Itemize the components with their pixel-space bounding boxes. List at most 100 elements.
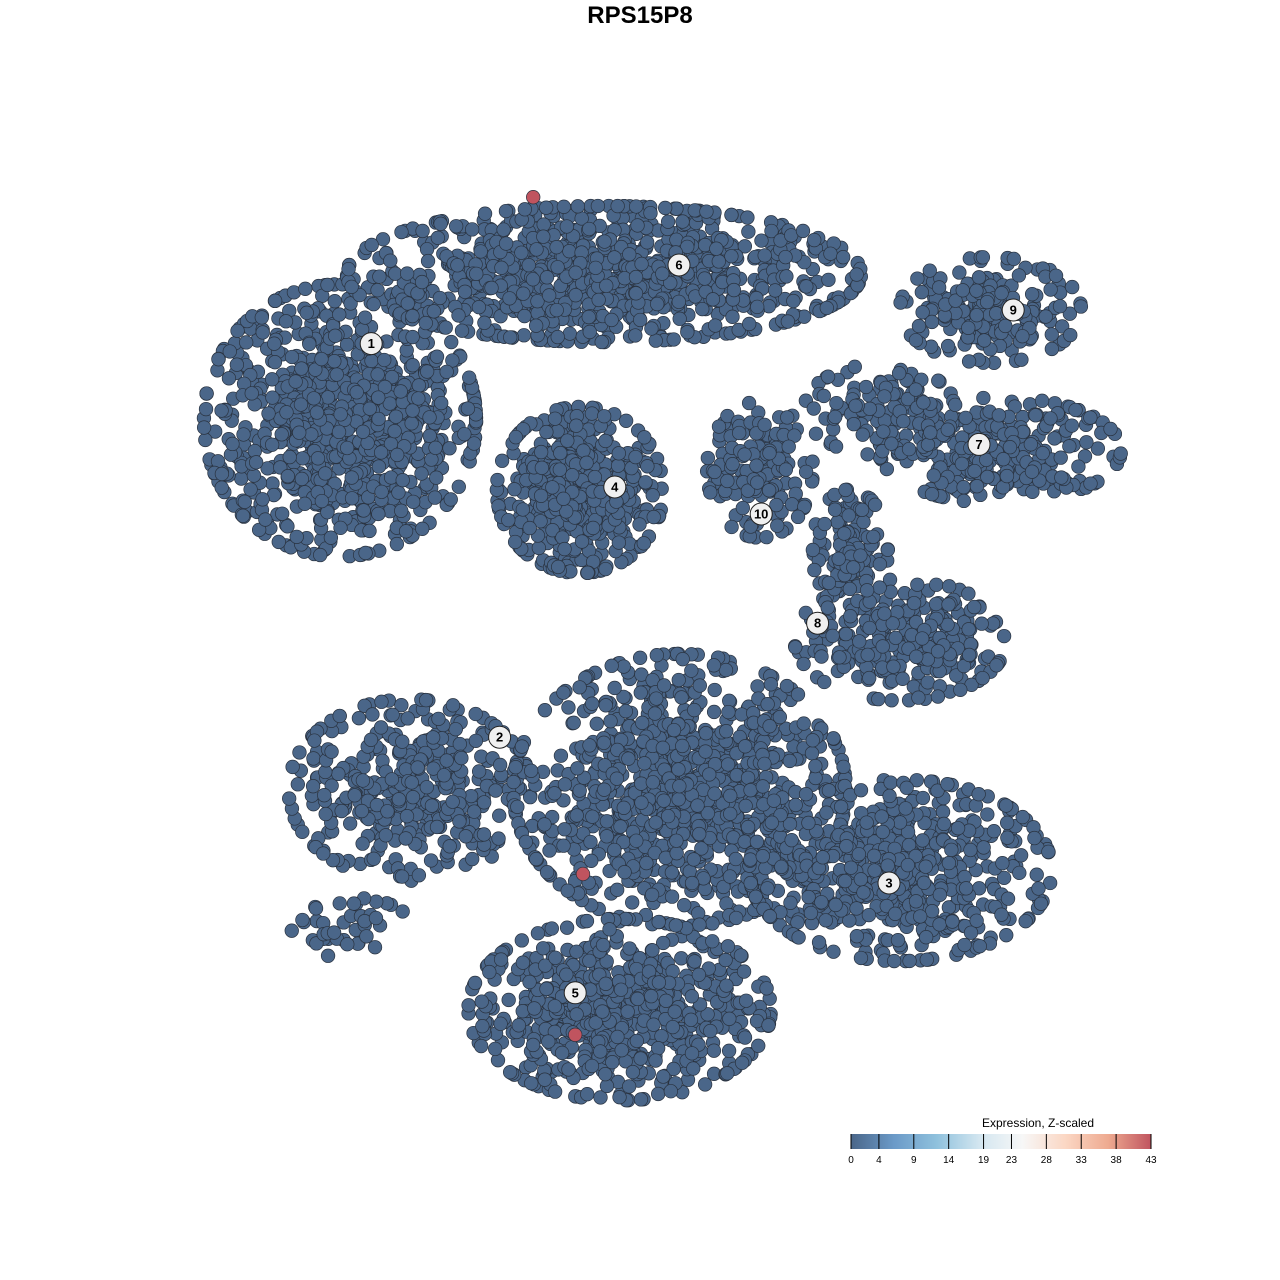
cell-point [414, 274, 430, 290]
cell-point [823, 246, 838, 261]
cell-point [591, 292, 606, 308]
cell-point [282, 791, 297, 806]
cell-point [365, 707, 380, 722]
cell-point [940, 422, 955, 437]
cell-point [799, 279, 814, 294]
cell-point [1048, 268, 1064, 283]
cell-point [445, 353, 460, 368]
cell-point [778, 462, 794, 477]
cell-point [292, 425, 307, 440]
cell-point [305, 779, 321, 794]
cell-point [1011, 268, 1027, 283]
cell-point [780, 410, 795, 425]
cell-point [501, 512, 516, 528]
cell-point [429, 470, 444, 485]
cell-point [656, 793, 671, 808]
cell-point [434, 395, 449, 411]
cell-point [597, 782, 612, 797]
cell-point [430, 230, 446, 245]
cell-point [998, 318, 1013, 334]
cell-point [820, 369, 836, 384]
cell-point [581, 221, 597, 237]
cell-point [798, 786, 814, 802]
cell-point [672, 311, 687, 326]
cell-point [357, 310, 373, 325]
cell-point [1052, 299, 1068, 314]
cell-point [362, 523, 377, 539]
cell-point [279, 405, 294, 420]
cell-point [660, 808, 676, 824]
cell-point [893, 295, 908, 310]
cell-point [466, 436, 482, 451]
cell-point [977, 333, 992, 348]
cell-point [996, 628, 1012, 644]
cell-point [394, 503, 409, 518]
cell-point [628, 286, 644, 301]
cell-point [697, 271, 712, 286]
cell-point [598, 561, 613, 577]
cell-point [457, 284, 473, 299]
cell-point [975, 250, 991, 265]
cell-point [445, 698, 461, 713]
cell-point [969, 308, 984, 323]
cell-point [969, 479, 985, 494]
cell-point [829, 395, 844, 411]
cell-point [643, 205, 658, 221]
cell-point [979, 294, 995, 310]
cell-point [304, 427, 319, 442]
cell-point [394, 224, 409, 240]
cell-point [222, 344, 237, 359]
cell-point [858, 379, 874, 395]
cell-point [728, 910, 744, 926]
cell-point [706, 704, 722, 720]
cell-point [888, 630, 903, 645]
cell-point [1035, 446, 1050, 461]
cell-point [599, 814, 615, 829]
cell-point [867, 497, 883, 512]
cell-point [556, 491, 571, 506]
cell-point [384, 772, 400, 787]
cell-point [795, 223, 811, 239]
cell-point [442, 441, 457, 456]
cell-point [886, 659, 901, 674]
cell-point [576, 443, 591, 458]
cell-point [506, 774, 521, 790]
cell-point [539, 270, 555, 285]
cell-point [1083, 476, 1098, 491]
cell-point [613, 819, 628, 834]
cell-point [805, 542, 821, 558]
cell-point [961, 586, 976, 601]
cell-point [299, 305, 314, 320]
cell-point [331, 424, 347, 440]
cell-point [451, 479, 466, 494]
cell-point [528, 318, 544, 333]
cell-point [698, 744, 713, 759]
cell-point [790, 509, 806, 525]
cell-point [317, 788, 332, 803]
cell-point [384, 369, 400, 385]
cell-point [941, 597, 956, 612]
cell-point [428, 440, 443, 455]
cell-point [584, 696, 600, 711]
cell-point [603, 714, 618, 729]
cell-point [358, 545, 373, 561]
cell-point [234, 471, 249, 486]
cell-point [549, 302, 564, 318]
cell-point [648, 815, 663, 830]
cell-point [523, 763, 539, 778]
cell-point [635, 715, 650, 730]
cell-point [655, 740, 670, 755]
cell-point [1113, 446, 1128, 461]
cell-point [690, 798, 705, 813]
cell-point [645, 775, 660, 790]
cell-point [255, 325, 270, 340]
cell-point [699, 204, 714, 219]
cell-point [552, 462, 567, 477]
cell-point [838, 482, 853, 498]
cell-point [931, 373, 946, 388]
cell-point [454, 750, 469, 766]
cell-point [628, 269, 644, 285]
cell-point [320, 277, 335, 293]
cell-point [991, 408, 1007, 423]
cell-point [316, 846, 331, 861]
